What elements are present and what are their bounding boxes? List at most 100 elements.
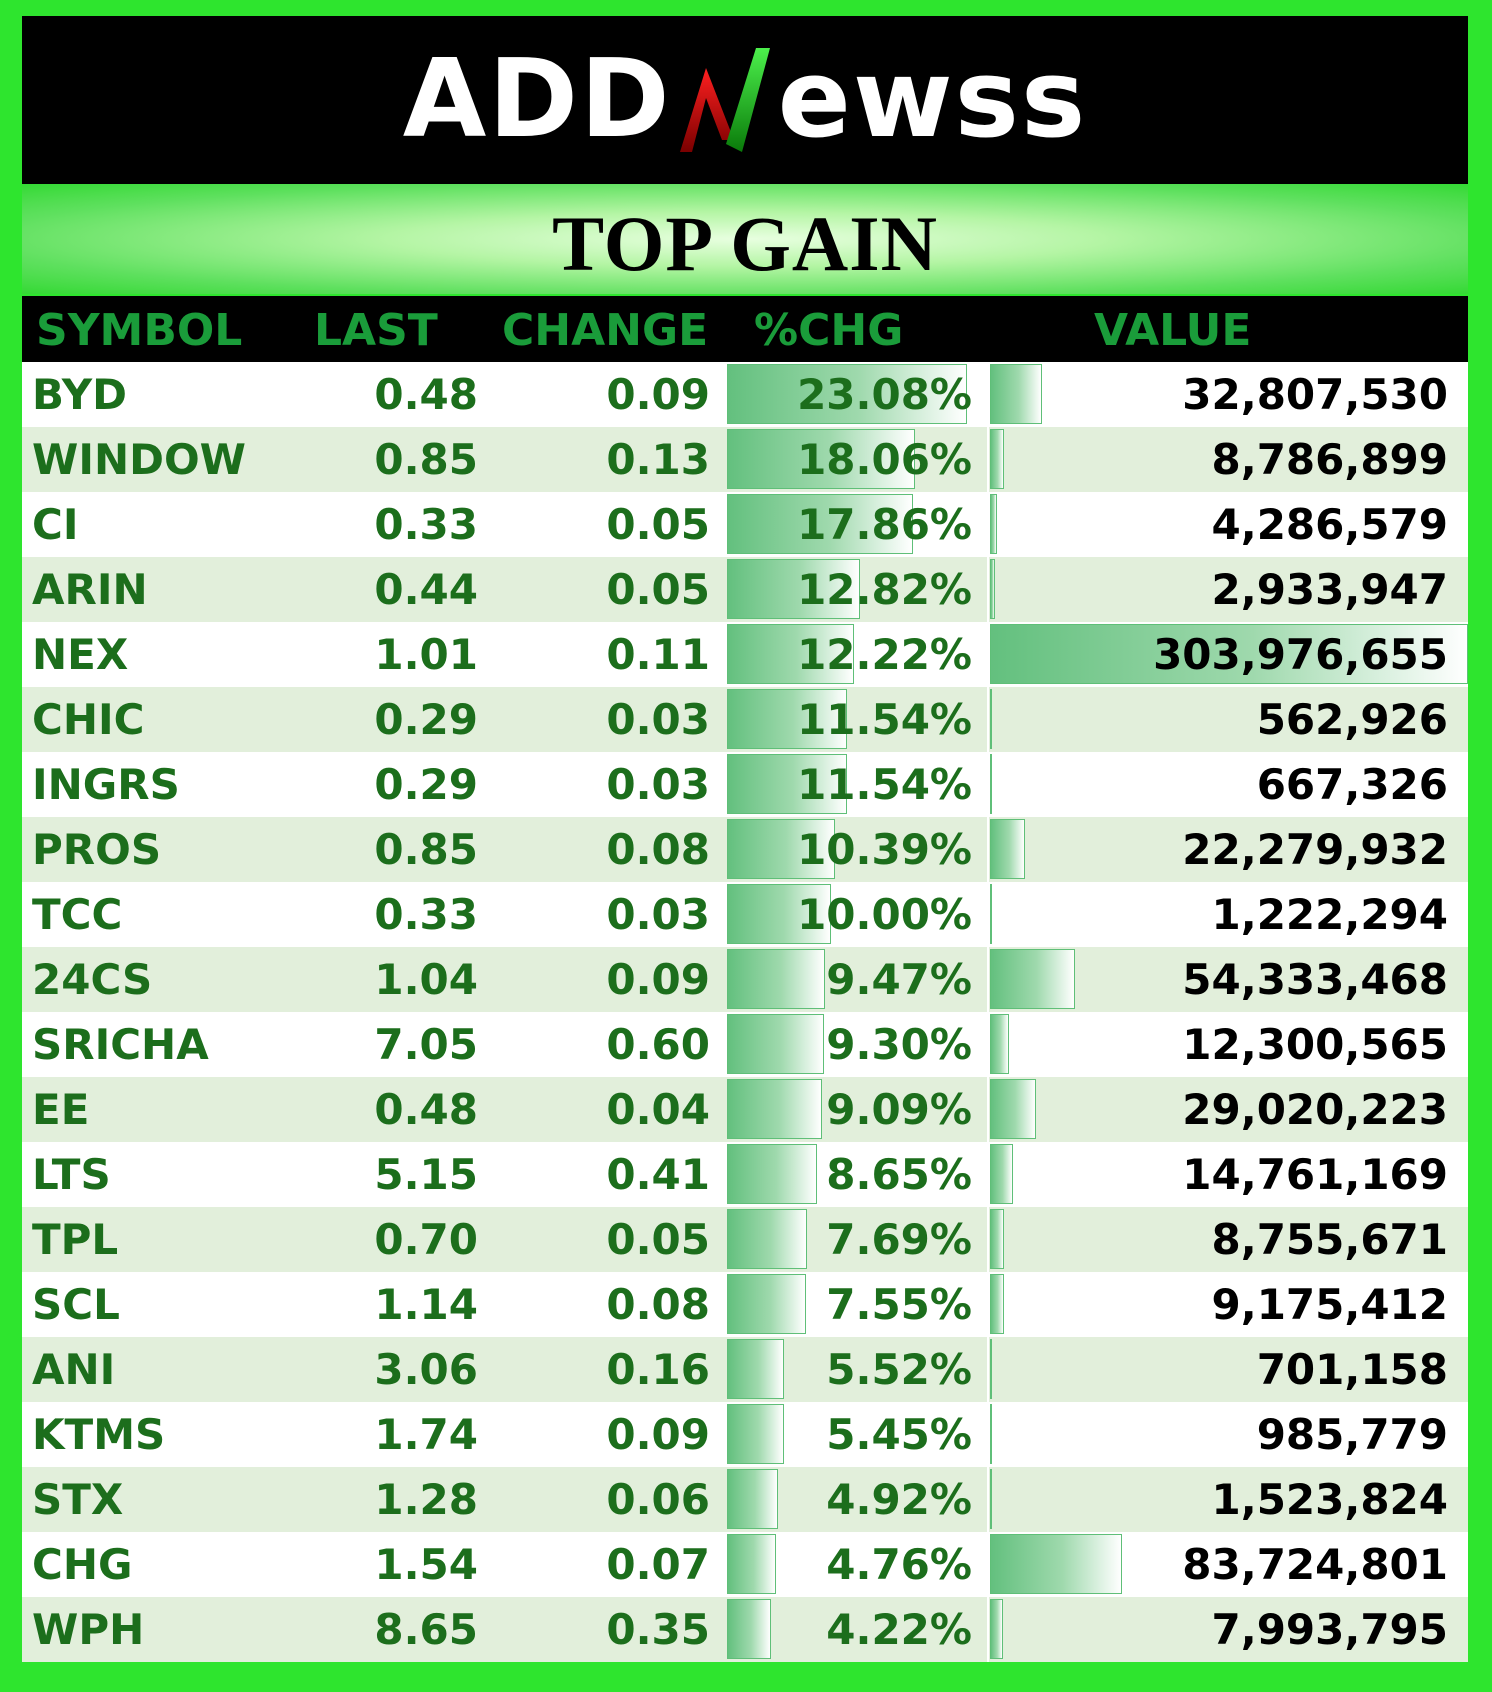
last-cell: 8.65 [374, 1605, 478, 1654]
last-cell: 1.54 [374, 1540, 478, 1589]
pct-change-bar [727, 1534, 777, 1594]
gainers-table: SYMBOL LAST CHANGE %CHG VALUE BYD 0.48 0.0… [22, 296, 1468, 1662]
symbol-cell: INGRS [32, 760, 180, 809]
symbol-cell: TCC [32, 890, 123, 939]
change-cell: 0.60 [606, 1020, 710, 1069]
symbol-cell: 24CS [32, 955, 153, 1004]
pct-change-cell: 12.22% [797, 630, 972, 679]
value-bar [990, 1404, 992, 1464]
value-cell: 8,786,899 [1211, 435, 1448, 484]
column-divider [987, 1012, 989, 1077]
pct-change-bar [727, 819, 836, 879]
value-cell: 14,761,169 [1182, 1150, 1448, 1199]
pct-change-cell: 4.76% [826, 1540, 972, 1589]
value-cell: 32,807,530 [1182, 370, 1448, 419]
column-divider [987, 427, 989, 492]
brand-banner: ADD ewss [22, 16, 1468, 184]
symbol-cell: KTMS [32, 1410, 166, 1459]
value-bar [990, 949, 1076, 1009]
last-cell: 1.14 [374, 1280, 478, 1329]
symbol-cell: CHG [32, 1540, 133, 1589]
pct-change-bar [727, 494, 913, 554]
column-divider [987, 362, 989, 427]
change-cell: 0.13 [606, 435, 710, 484]
value-bar [990, 754, 992, 814]
change-cell: 0.09 [606, 1410, 710, 1459]
pct-change-bar [727, 884, 831, 944]
pct-change-bar [727, 1144, 817, 1204]
change-cell: 0.03 [606, 890, 710, 939]
symbol-cell: SCL [32, 1280, 120, 1329]
table-row: SCL 1.14 0.08 7.55% 9,175,412 [22, 1272, 1468, 1337]
pct-change-cell: 23.08% [797, 370, 972, 419]
pct-change-cell: 4.92% [826, 1475, 972, 1524]
value-bar [990, 1599, 1003, 1659]
pct-change-bar [727, 364, 967, 424]
value-cell: 8,755,671 [1211, 1215, 1448, 1264]
pct-change-cell: 9.30% [826, 1020, 972, 1069]
value-cell: 29,020,223 [1182, 1085, 1448, 1134]
table-row: STX 1.28 0.06 4.92% 1,523,824 [22, 1467, 1468, 1532]
value-bar [990, 1079, 1036, 1139]
pct-change-cell: 7.69% [826, 1215, 972, 1264]
last-cell: 5.15 [374, 1150, 478, 1199]
pct-change-bar [727, 559, 861, 619]
pct-change-cell: 8.65% [826, 1150, 972, 1199]
change-cell: 0.05 [606, 500, 710, 549]
last-cell: 1.28 [374, 1475, 478, 1524]
symbol-cell: WPH [32, 1605, 145, 1654]
value-cell: 2,933,947 [1211, 565, 1448, 614]
table-row: LTS 5.15 0.41 8.65% 14,761,169 [22, 1142, 1468, 1207]
value-cell: 4,286,579 [1211, 500, 1448, 549]
pct-change-bar [727, 624, 855, 684]
change-cell: 0.07 [606, 1540, 710, 1589]
value-bar [990, 689, 992, 749]
change-cell: 0.16 [606, 1345, 710, 1394]
change-cell: 0.06 [606, 1475, 710, 1524]
value-bar [990, 559, 995, 619]
last-cell: 0.48 [374, 370, 478, 419]
last-cell: 1.01 [374, 630, 478, 679]
last-cell: 0.48 [374, 1085, 478, 1134]
table-row: SRICHA 7.05 0.60 9.30% 12,300,565 [22, 1012, 1468, 1077]
last-cell: 0.29 [374, 695, 478, 744]
title-band: TOP GAIN [22, 184, 1468, 294]
symbol-cell: ANI [32, 1345, 116, 1394]
value-bar [990, 1209, 1004, 1269]
table-row: INGRS 0.29 0.03 11.54% 667,326 [22, 752, 1468, 817]
value-bar [990, 819, 1026, 879]
logo-text-right: ewss [777, 37, 1088, 162]
pct-change-bar [727, 1079, 822, 1139]
value-cell: 22,279,932 [1182, 825, 1448, 874]
value-cell: 7,993,795 [1211, 1605, 1448, 1654]
value-cell: 54,333,468 [1182, 955, 1448, 1004]
value-bar [990, 884, 992, 944]
pct-change-cell: 18.06% [797, 435, 972, 484]
pct-change-bar [727, 1014, 824, 1074]
table-row: TPL 0.70 0.05 7.69% 8,755,671 [22, 1207, 1468, 1272]
top-gain-card: ADD ewss TOP GAIN [22, 16, 1468, 1680]
pct-change-cell: 9.09% [826, 1085, 972, 1134]
last-cell: 0.33 [374, 890, 478, 939]
symbol-cell: ARIN [32, 565, 148, 614]
pct-change-cell: 10.39% [797, 825, 972, 874]
value-cell: 562,926 [1256, 695, 1448, 744]
column-divider [987, 1077, 989, 1142]
page-title: TOP GAIN [552, 200, 938, 287]
pct-change-cell: 5.52% [826, 1345, 972, 1394]
pct-change-bar [727, 1274, 806, 1334]
symbol-cell: WINDOW [32, 435, 246, 484]
change-cell: 0.09 [606, 955, 710, 1004]
last-cell: 0.44 [374, 565, 478, 614]
pct-change-bar [727, 429, 915, 489]
last-cell: 7.05 [374, 1020, 478, 1069]
pct-change-cell: 4.22% [826, 1605, 972, 1654]
value-bar [990, 1014, 1010, 1074]
change-cell: 0.03 [606, 760, 710, 809]
change-cell: 0.08 [606, 1280, 710, 1329]
value-cell: 985,779 [1256, 1410, 1448, 1459]
pct-change-cell: 11.54% [797, 695, 972, 744]
table-row: ANI 3.06 0.16 5.52% 701,158 [22, 1337, 1468, 1402]
change-cell: 0.05 [606, 565, 710, 614]
column-divider [987, 1272, 989, 1337]
